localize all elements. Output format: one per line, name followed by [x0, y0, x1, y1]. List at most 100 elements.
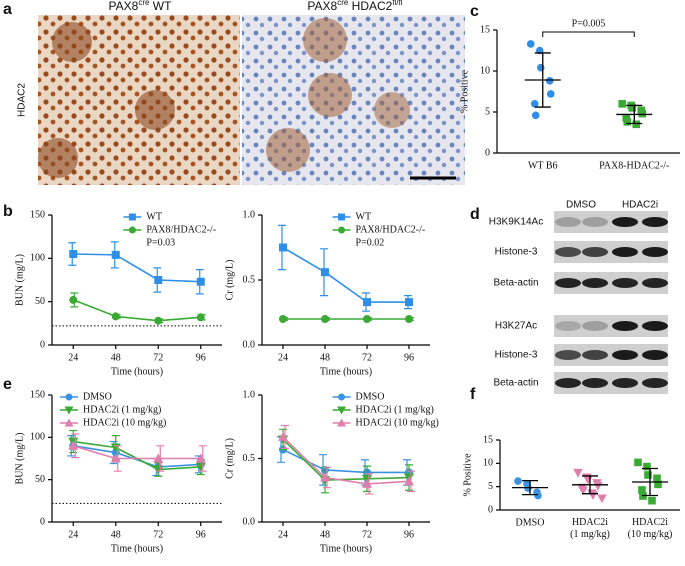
- legend-label: HDAC2i (1 mg/kg): [83, 404, 161, 415]
- series-line: [282, 448, 409, 474]
- marker: [534, 491, 542, 500]
- marker: [638, 109, 647, 118]
- marker: [338, 213, 346, 221]
- text-part: HDAC2: [348, 0, 392, 13]
- x-axis-label: Time (hours): [111, 543, 163, 554]
- glomerulus: [303, 18, 347, 62]
- marker: [68, 440, 79, 450]
- western-blot: DMSO HDAC2i H3K9K14Ac Histone-3 Beta-actin H3…: [489, 200, 668, 394]
- y-tick-label: 5: [488, 481, 493, 492]
- x-tick-label: 72: [362, 352, 372, 363]
- marker: [573, 468, 583, 478]
- blot-band: [612, 278, 638, 288]
- glomerulus: [52, 22, 92, 62]
- y-tick-label: 10: [480, 65, 490, 76]
- x-tick-label: 24: [278, 529, 288, 540]
- y-tick-label: 5: [485, 106, 490, 117]
- blot-band: [582, 247, 608, 257]
- blot-column-label: DMSO: [566, 200, 596, 211]
- y-tick-label: 50: [35, 296, 45, 307]
- marker: [514, 477, 522, 485]
- y-axis-label: BUN (mg/L): [14, 433, 25, 485]
- blot-band: [582, 378, 608, 388]
- marker: [64, 406, 74, 415]
- sd-bar: [582, 475, 598, 495]
- x-tick-label: 24: [68, 352, 78, 363]
- x-tick-label: HDAC2i (10 mg/kg): [628, 517, 673, 540]
- x-tick-label: 96: [404, 529, 414, 540]
- marker: [279, 243, 287, 252]
- blot-band: [642, 217, 668, 227]
- text-part: PAX8: [307, 0, 337, 13]
- legend-label: DMSO: [356, 391, 385, 402]
- blot-row-label: Histone-3: [495, 247, 538, 258]
- blot-strip: [554, 344, 668, 366]
- legend-label: WT: [146, 211, 162, 222]
- blot-band: [582, 321, 608, 331]
- blot-column-label: HDAC2i: [622, 200, 658, 211]
- x-tick-label: HDAC2i (1 mg/kg): [570, 517, 610, 540]
- x-tick-label: 48: [320, 529, 330, 540]
- marker: [623, 118, 632, 126]
- marker: [363, 315, 371, 323]
- marker: [618, 100, 627, 108]
- x-tick-label: 24: [278, 352, 288, 363]
- y-axis-label: % Positive: [459, 69, 470, 113]
- legend-label: HDAC2i (10 mg/kg): [83, 417, 166, 428]
- blot-band: [612, 217, 638, 227]
- marker: [153, 453, 164, 463]
- y-axis-label: Cr (mg/L): [224, 438, 235, 479]
- glomerulus: [266, 128, 310, 172]
- blot-strip: [554, 272, 668, 294]
- marker: [338, 226, 346, 234]
- glomerulus: [38, 138, 78, 178]
- y-axis-label: % Positive: [462, 453, 473, 497]
- marker: [653, 474, 661, 483]
- marker: [404, 476, 414, 486]
- marker: [530, 100, 539, 108]
- marker: [110, 453, 121, 463]
- marker: [643, 462, 651, 471]
- x-tick-label: 24: [68, 529, 78, 540]
- x-tick-label: DMSO: [516, 517, 545, 528]
- marker: [632, 120, 641, 129]
- series-line: [282, 436, 410, 485]
- marker: [526, 40, 535, 48]
- blot-row-label: Beta-actin: [493, 378, 538, 389]
- text-part: cre: [337, 0, 349, 7]
- y-tick-label: 0: [40, 339, 45, 350]
- y-axis-label: BUN (mg/L): [14, 254, 25, 306]
- text-part: cre: [138, 0, 150, 7]
- x-axis-label: Time (hours): [111, 366, 163, 377]
- y-tick-label: 50: [35, 474, 45, 485]
- marker: [196, 277, 205, 286]
- y-tick-label: 150: [30, 209, 45, 220]
- blot-band: [555, 217, 581, 227]
- y-tick-label: 10: [483, 458, 493, 469]
- blot-band: [555, 247, 581, 257]
- marker: [65, 393, 73, 401]
- blot-band: [612, 378, 638, 388]
- x-tick-label: 96: [404, 352, 414, 363]
- x-tick-label: 72: [153, 529, 163, 540]
- marker: [405, 298, 413, 307]
- series-line: [73, 445, 201, 468]
- significance-bracket: [542, 31, 635, 37]
- y-tick-label: 15: [480, 24, 490, 35]
- x-tick-label: 48: [111, 529, 121, 540]
- blot-row-label: H3K27Ac: [495, 321, 537, 332]
- blot-strip: [554, 315, 668, 337]
- x-tick-label: 72: [362, 529, 372, 540]
- marker: [320, 472, 330, 482]
- annotation: P=0.02: [356, 237, 385, 248]
- sd-bar: [534, 52, 551, 108]
- y-axis-label: Cr (mg/L): [224, 260, 235, 301]
- histology: [38, 15, 465, 185]
- panel-label: a: [3, 1, 12, 18]
- x-tick-label: 48: [320, 352, 330, 363]
- marker: [128, 226, 136, 234]
- marker: [644, 471, 652, 479]
- text-line: (10 mg/kg): [628, 529, 673, 540]
- series-line: [73, 445, 201, 460]
